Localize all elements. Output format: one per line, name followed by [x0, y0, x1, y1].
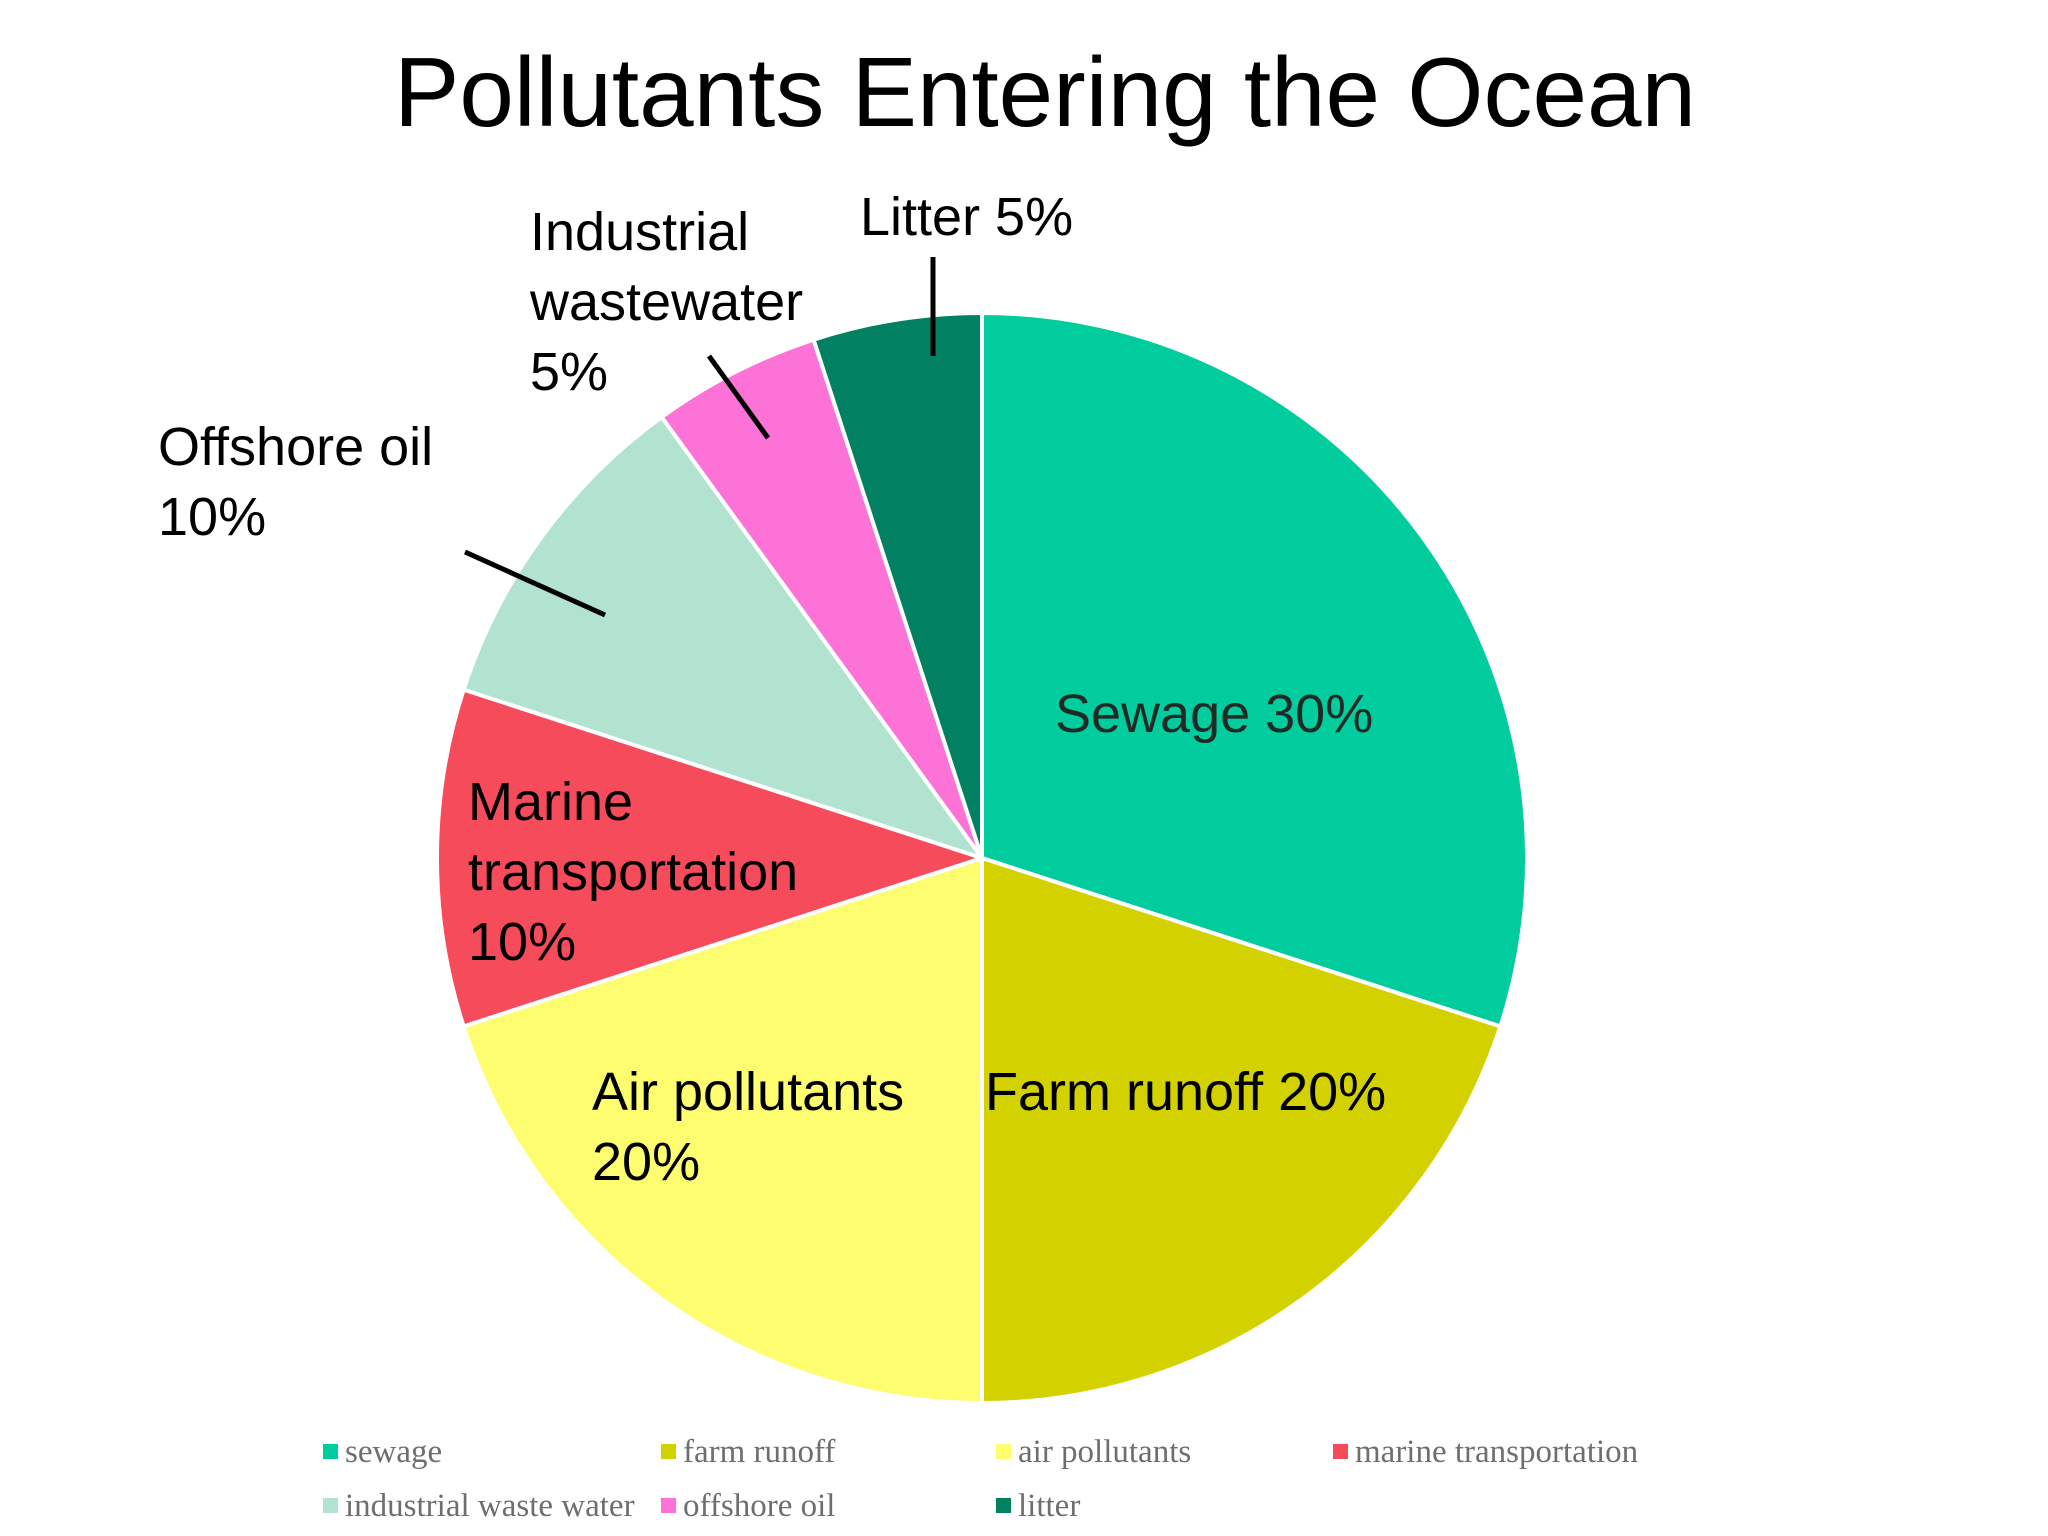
legend-swatch — [659, 1442, 678, 1461]
legend-label: litter — [1018, 1488, 1080, 1524]
slice-marine-transportation — [434, 687, 989, 1029]
slice-label-industrial-waste-water: Offshore oil 10% — [158, 417, 433, 547]
legend-swatch — [994, 1496, 1013, 1515]
legend-label: sewage — [345, 1434, 442, 1470]
slice-industrial-waste-water — [461, 414, 988, 862]
legend-swatch — [1331, 1442, 1350, 1461]
slice-label-sewage: Sewage 30% — [1055, 684, 1373, 744]
slice-offshore-oil — [658, 337, 984, 860]
legend-label: air pollutants — [1018, 1434, 1191, 1470]
legend-label: marine transportation — [1355, 1434, 1638, 1470]
chart-title: Pollutants Entering the Ocean — [394, 37, 1696, 147]
slice-label-air-pollutants: Air pollutants 20% — [592, 1062, 904, 1192]
pie-slices — [434, 310, 1529, 1406]
leader-line — [463, 549, 607, 618]
legend-label: farm runoff — [683, 1434, 835, 1470]
slice-label-farm-runoff: Farm runoff 20% — [985, 1062, 1386, 1122]
slice-air-pollutants — [461, 855, 984, 1406]
slice-sewage — [980, 310, 1529, 1029]
slice-litter — [811, 310, 984, 859]
slice-label-offshore-oil: Industrial wastewater 5% — [529, 202, 803, 402]
legend-label: industrial waste water — [345, 1488, 635, 1524]
legend: sewage farm runoff air pollutants marine tr… — [321, 1434, 1638, 1524]
slice-farm-runoff — [980, 855, 1503, 1406]
legend-swatch — [321, 1442, 340, 1461]
slice-label-litter: Litter 5% — [860, 187, 1073, 247]
slice-labels: Sewage 30% Farm runoff 20% Air pollutants 2… — [158, 187, 1386, 1192]
slice-label-marine-transportation: Marine transportation 10% — [468, 772, 798, 972]
leader-lines — [463, 257, 936, 618]
legend-swatch — [321, 1496, 340, 1515]
legend-label: offshore oil — [683, 1488, 835, 1524]
legend-swatch — [659, 1496, 678, 1515]
legend-swatch — [994, 1442, 1013, 1461]
leader-line — [706, 354, 771, 440]
